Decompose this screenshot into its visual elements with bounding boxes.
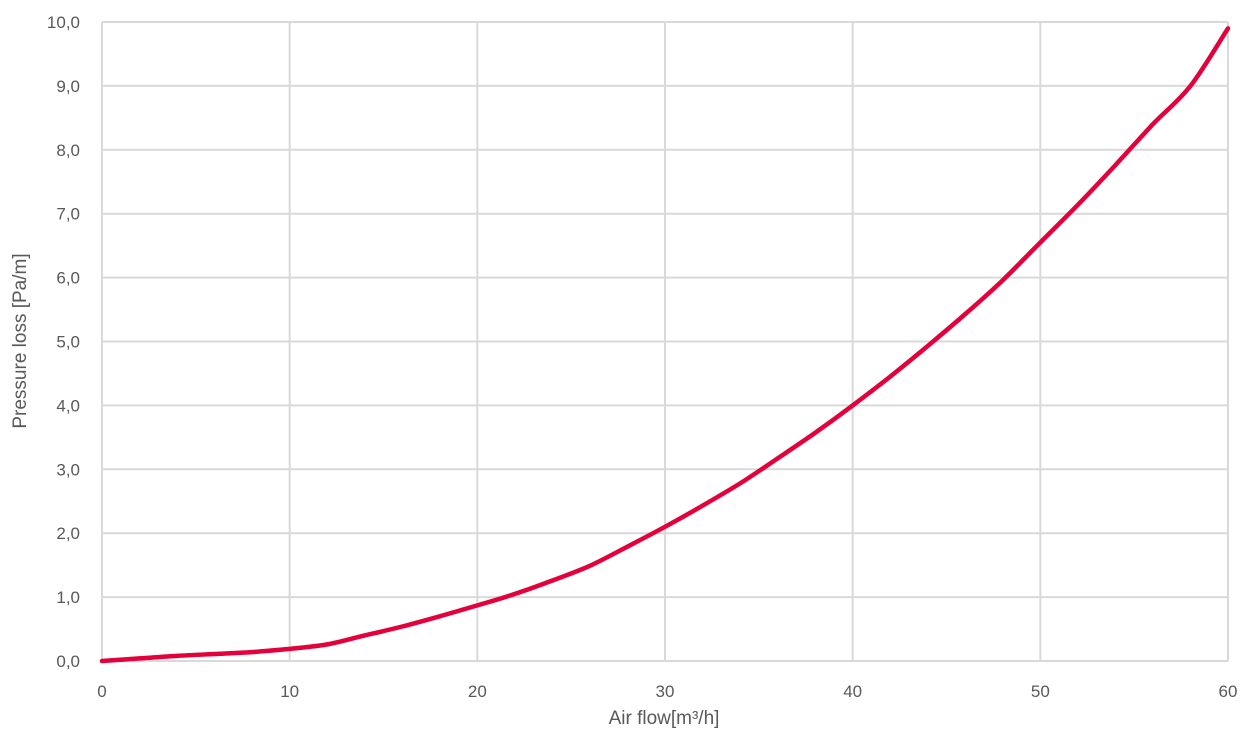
x-tick-label: 0 (97, 682, 106, 701)
x-tick-label: 60 (1219, 682, 1238, 701)
y-tick-label: 3,0 (56, 460, 80, 479)
series-layer (99, 26, 1231, 664)
y-axis-title: Pressure loss [Pa/m] (10, 253, 31, 428)
y-tick-label: 6,0 (56, 269, 80, 288)
x-tick-label: 40 (843, 682, 862, 701)
series-line (99, 26, 1231, 664)
y-tick-labels: 0,0 1,0 2,0 3,0 4,0 5,0 6,0 7,0 8,0 9,0 10,0 (47, 13, 80, 671)
y-tick-label: 1,0 (56, 588, 80, 607)
y-tick-label: 10,0 (47, 13, 80, 32)
y-tick-label: 2,0 (56, 524, 80, 543)
y-tick-label: 4,0 (56, 396, 80, 415)
y-tick-label: 0,0 (56, 652, 80, 671)
x-tick-label: 30 (656, 682, 675, 701)
y-tick-label: 8,0 (56, 141, 80, 160)
y-tick-label: 7,0 (56, 205, 80, 224)
vertical-gridlines (101, 22, 1229, 661)
x-tick-label: 20 (468, 682, 487, 701)
x-tick-labels: 0 10 20 30 40 50 60 (97, 682, 1237, 701)
x-axis-title: Air flow[m³/h] (609, 708, 720, 729)
x-tick-label: 10 (280, 682, 299, 701)
x-tick-label: 50 (1031, 682, 1050, 701)
y-tick-label: 9,0 (56, 77, 80, 96)
y-tick-label: 5,0 (56, 333, 80, 352)
